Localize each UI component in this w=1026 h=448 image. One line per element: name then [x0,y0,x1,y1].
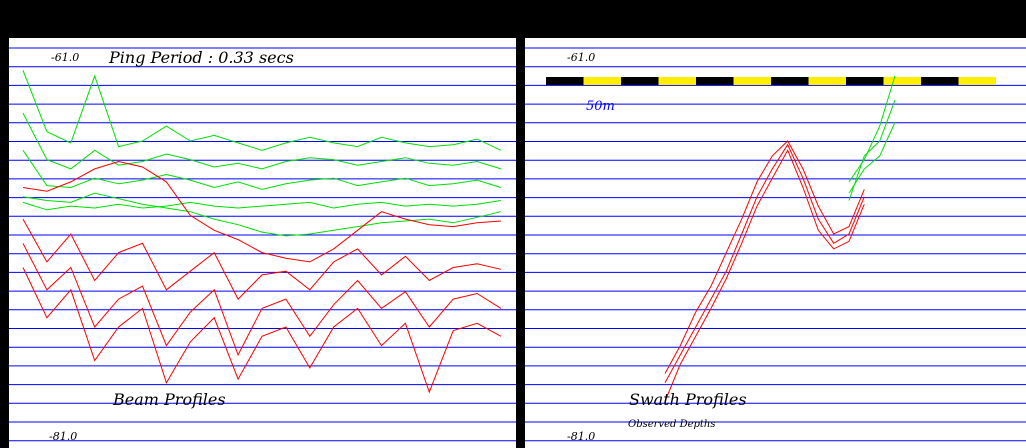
top-depth-label: -61.0 [51,51,79,64]
series-line-4 [22,192,502,237]
scale-segment [921,77,959,85]
scale-segment [883,77,921,85]
grid-lines [525,47,1026,442]
series-line-0 [22,70,502,151]
grid-lines [9,47,516,442]
series-line-5 [848,75,896,183]
scale-segment [546,77,584,85]
panel-background [9,38,516,448]
bottom-depth-label: -81.0 [567,430,595,443]
series-layer [664,75,896,402]
chart-title: Swath Profiles [629,390,747,409]
scale-bar [546,77,996,85]
beam-profiles-panel: -61.0 Ping Period : 0.33 secs Beam Profi… [9,38,516,448]
scale-segment [733,77,771,85]
chart-subtitle: Observed Depths [628,419,716,430]
series-line-1 [664,140,865,374]
top-depth-label: -61.0 [567,51,595,64]
ping-period-label: Ping Period : 0.33 secs [108,48,294,67]
scale-label: 50m [586,99,615,114]
series-line-2 [22,150,502,190]
series-line-5 [22,160,502,263]
series-line-4 [848,99,896,201]
scale-segment [771,77,809,85]
series-line-3 [848,122,896,194]
panel-background [525,38,1026,448]
series-line-6 [22,218,502,300]
series-line-2 [664,149,865,402]
series-line-1 [22,112,502,170]
scale-segment [621,77,659,85]
swath-profiles-panel: -61.0 50m Swath Profiles Observed Depths… [525,38,1026,448]
bottom-depth-label: -81.0 [49,430,77,443]
series-line-7 [22,243,502,357]
series-line-8 [22,267,502,394]
scale-segment [696,77,734,85]
scale-segment [658,77,696,85]
scale-segment [958,77,996,85]
series-layer [22,70,502,394]
chart-title: Beam Profiles [112,390,226,409]
scale-segment [808,77,846,85]
scale-segment [846,77,884,85]
series-line-0 [664,143,865,384]
series-line-3 [22,200,502,211]
scale-segment [583,77,621,85]
